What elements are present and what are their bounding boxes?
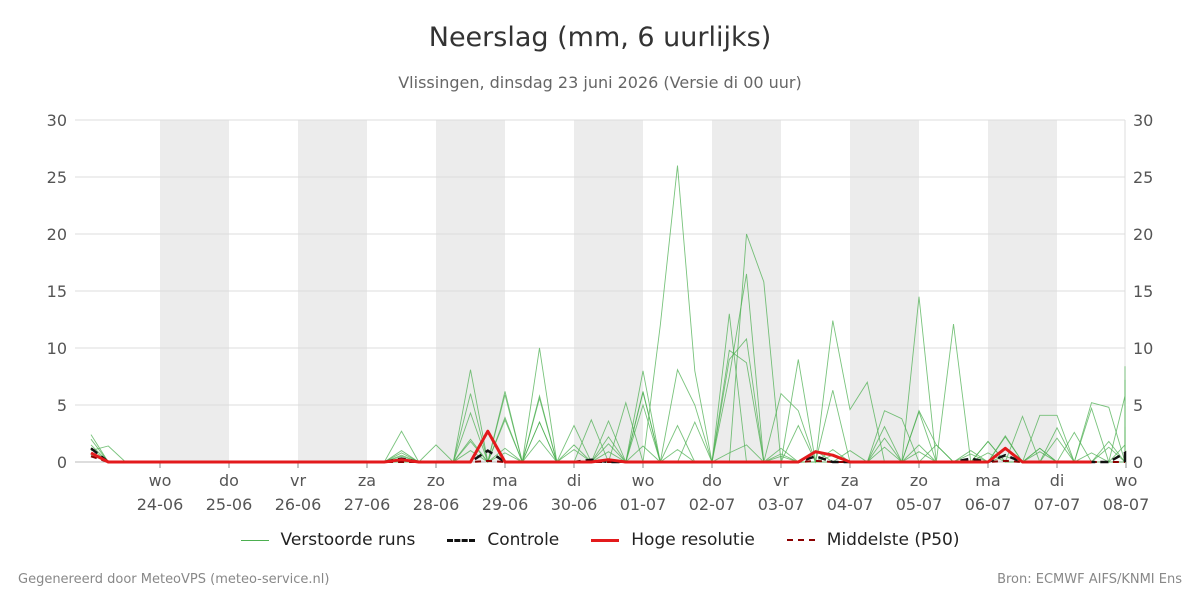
- x-tick-date: 30-06: [551, 495, 598, 514]
- y-tick-label-right: 0: [1133, 453, 1143, 472]
- chart-title: Neerslag (mm, 6 uurlijks): [428, 22, 772, 53]
- x-tick-day: zo: [910, 471, 928, 490]
- x-tick-day: vr: [290, 471, 306, 490]
- x-tick-date: 03-07: [758, 495, 805, 514]
- legend-swatch-control: [447, 538, 476, 542]
- x-tick-date: 01-07: [620, 495, 667, 514]
- y-tick-label-left: 0: [57, 453, 67, 472]
- legend-label-high-res: Hoge resolutie: [631, 530, 755, 550]
- x-tick-day: wo: [1115, 471, 1138, 490]
- x-tick-date: 08-07: [1103, 495, 1150, 514]
- x-tick-date: 04-07: [827, 495, 874, 514]
- legend-label-control: Controle: [487, 530, 560, 550]
- chart-legend: Verstoorde runs Controle Hoge resolutie …: [0, 530, 1200, 550]
- legend-swatch-perturbed: [240, 539, 269, 541]
- x-tick-date: 25-06: [206, 495, 253, 514]
- legend-swatch-high-res: [591, 538, 620, 542]
- y-tick-label-left: 30: [47, 111, 67, 130]
- x-tick-day: do: [702, 471, 722, 490]
- x-tick-day: ma: [492, 471, 517, 490]
- y-tick-label-right: 25: [1133, 168, 1153, 187]
- x-tick-day: wo: [632, 471, 655, 490]
- x-tick-date: 02-07: [689, 495, 736, 514]
- x-tick-day: vr: [773, 471, 789, 490]
- y-tick-label-right: 15: [1133, 282, 1153, 301]
- legend-item-high-res[interactable]: Hoge resolutie: [591, 530, 755, 550]
- legend-item-median[interactable]: Middelste (P50): [786, 530, 960, 550]
- x-tick-date: 27-06: [344, 495, 391, 514]
- y-tick-label-right: 30: [1133, 111, 1153, 130]
- x-tick-date: 29-06: [482, 495, 529, 514]
- x-tick-date: 26-06: [275, 495, 322, 514]
- x-tick-date: 24-06: [137, 495, 184, 514]
- footer-generator: Gegenereerd door MeteoVPS (meteo-service…: [18, 572, 330, 587]
- x-tick-date: 28-06: [413, 495, 460, 514]
- y-tick-label-left: 25: [47, 168, 67, 187]
- x-tick-day: di: [567, 471, 582, 490]
- y-tick-label-right: 10: [1133, 339, 1153, 358]
- legend-swatch-median: [786, 539, 815, 541]
- legend-item-control[interactable]: Controle: [447, 530, 559, 550]
- x-tick-day: za: [841, 471, 859, 490]
- y-tick-label-left: 5: [57, 396, 67, 415]
- x-tick-day: ma: [975, 471, 1000, 490]
- chart-subtitle: Vlissingen, dinsdag 23 juni 2026 (Versie…: [398, 73, 802, 92]
- x-tick-day: do: [219, 471, 239, 490]
- x-tick-day: zo: [427, 471, 445, 490]
- x-tick-date: 06-07: [965, 495, 1012, 514]
- footer-source: Bron: ECMWF AIFS/KNMI Ens: [997, 572, 1182, 587]
- x-tick-day: di: [1050, 471, 1065, 490]
- series-line-high-res: [90, 429, 1092, 464]
- x-tick-day: za: [358, 471, 376, 490]
- x-tick-date: 05-07: [896, 495, 943, 514]
- legend-label-perturbed: Verstoorde runs: [280, 530, 416, 550]
- legend-label-median: Middelste (P50): [826, 530, 960, 550]
- y-tick-label-right: 20: [1133, 225, 1153, 244]
- y-tick-label-left: 20: [47, 225, 67, 244]
- y-tick-label-right: 5: [1133, 396, 1143, 415]
- y-tick-label-left: 15: [47, 282, 67, 301]
- x-tick-day: wo: [149, 471, 172, 490]
- x-tick-date: 07-07: [1034, 495, 1081, 514]
- legend-item-perturbed[interactable]: Verstoorde runs: [240, 530, 416, 550]
- y-tick-label-left: 10: [47, 339, 67, 358]
